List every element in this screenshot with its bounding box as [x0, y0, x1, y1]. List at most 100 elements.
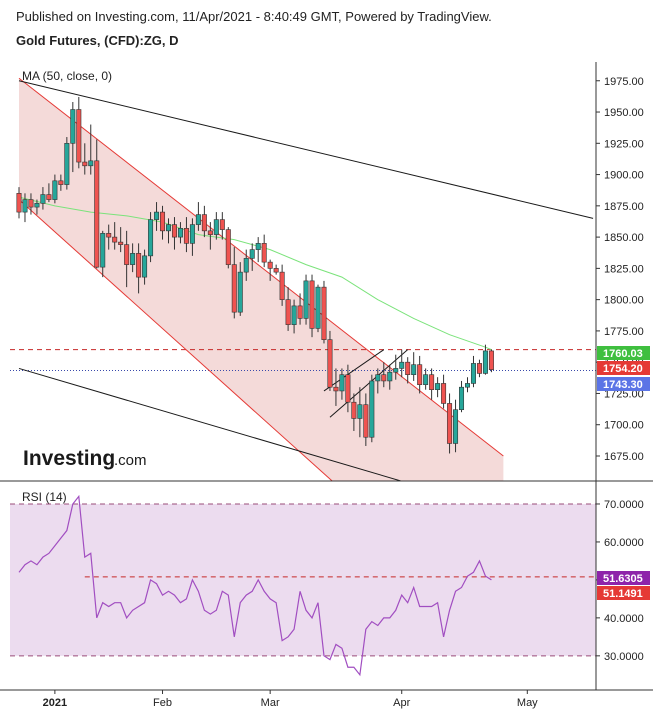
candle	[70, 102, 76, 173]
price-badge-last-bg	[597, 361, 650, 375]
candle	[183, 217, 189, 253]
candle-body	[333, 386, 339, 392]
candle	[267, 259, 273, 281]
price-badge-level-text: 1743.30	[603, 379, 643, 391]
candle-body	[112, 236, 118, 243]
trendline-channel-lower	[18, 199, 333, 481]
candle-body	[351, 401, 357, 419]
candle	[160, 205, 166, 240]
y-tick-label: 1875.00	[604, 201, 644, 213]
candle	[136, 243, 142, 294]
ma-indicator-label: MA (50, close, 0)	[22, 69, 112, 83]
candle-body	[488, 350, 494, 370]
candle-body	[28, 199, 34, 208]
candle-body	[369, 380, 375, 438]
rsi-badge-value-text: 51.6305	[603, 573, 643, 585]
candle	[207, 222, 213, 250]
candle-body	[231, 264, 237, 313]
price-plot-area	[10, 77, 596, 481]
candle-body	[363, 404, 369, 438]
candle	[470, 355, 476, 388]
candle-body	[261, 243, 267, 263]
candle-body	[58, 180, 64, 185]
candle	[399, 349, 405, 378]
candle	[88, 124, 94, 175]
candle-body	[297, 305, 303, 319]
candle	[327, 330, 333, 391]
candle	[261, 234, 267, 268]
y-tick-label: 1975.00	[604, 76, 644, 88]
candle	[339, 368, 345, 400]
candle-body	[16, 193, 22, 213]
candle-body	[219, 219, 225, 230]
candle	[213, 212, 219, 240]
x-tick-label: May	[517, 697, 538, 709]
candle	[315, 284, 321, 333]
candle-body	[22, 199, 28, 213]
trendline-channel-upper	[18, 77, 504, 457]
rsi-line	[18, 494, 492, 677]
price-badge-ma: 1760.03	[597, 346, 650, 360]
candle-body	[70, 109, 76, 144]
candle-body	[453, 409, 459, 444]
candle	[291, 299, 297, 334]
y-tick-label: 1925.00	[604, 138, 644, 150]
candle	[118, 227, 124, 253]
candle	[321, 280, 327, 344]
y-tick-label: 1825.00	[604, 263, 644, 275]
candle-body	[195, 214, 201, 225]
candle	[255, 237, 261, 263]
candle-body	[393, 368, 399, 373]
candle-body	[381, 374, 387, 382]
instrument-title: Gold Futures, (CFD):ZG, D	[16, 33, 179, 48]
candle-body	[255, 243, 261, 250]
candle	[82, 143, 88, 175]
candle	[333, 368, 339, 406]
candle-body	[34, 203, 40, 208]
candle	[405, 357, 411, 384]
candle	[393, 354, 399, 380]
price-pane	[10, 77, 596, 481]
candle	[482, 344, 488, 375]
candle	[435, 377, 441, 398]
x-tick-label: Feb	[153, 697, 172, 709]
candle-body	[124, 244, 130, 265]
candle	[189, 218, 195, 256]
candle-body	[429, 374, 435, 390]
price-badge-level: 1743.30	[597, 377, 650, 391]
candle-body	[160, 211, 166, 232]
candle	[16, 187, 22, 219]
candle	[429, 368, 435, 400]
candle-body	[339, 374, 345, 392]
candle-body	[40, 194, 46, 204]
trendline-long-support	[18, 367, 403, 481]
price-badge-last: 1754.20	[597, 361, 650, 375]
candle	[100, 230, 106, 278]
trendline-wedge-lower	[329, 349, 409, 418]
candle-body	[273, 268, 279, 273]
y-tick-label: 1700.00	[604, 420, 644, 432]
candle-body	[46, 194, 52, 200]
candle-body	[279, 271, 285, 300]
candle	[387, 364, 393, 390]
candle	[369, 374, 375, 443]
price-badge-last-text: 1754.20	[603, 363, 643, 375]
candle	[64, 137, 70, 190]
candle-body	[177, 228, 183, 238]
candle	[249, 243, 255, 271]
logo-brand: Investing	[23, 447, 115, 470]
channel-fill	[19, 78, 504, 481]
candle	[195, 202, 201, 231]
candle-body	[189, 224, 195, 244]
y-tick-label: 1800.00	[604, 295, 644, 307]
candle	[148, 212, 154, 263]
candle	[28, 193, 34, 215]
y-tick-label: 1675.00	[604, 451, 644, 463]
candle-body	[315, 286, 321, 329]
trendline-long-resistance	[18, 80, 594, 219]
rsi-band	[10, 503, 596, 656]
candle	[219, 212, 225, 240]
candle	[351, 393, 357, 431]
rsi-badge-value-bg	[597, 571, 650, 585]
